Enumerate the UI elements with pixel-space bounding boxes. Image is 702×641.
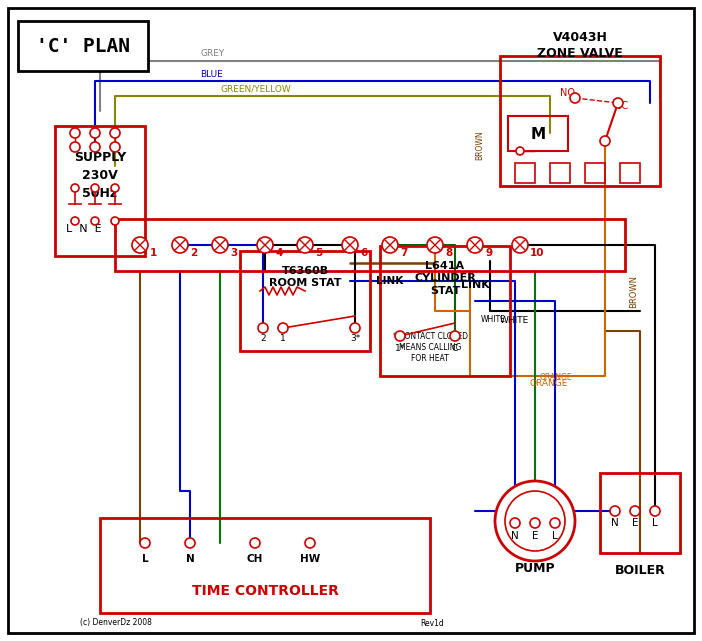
Circle shape — [570, 93, 580, 103]
Text: BOILER: BOILER — [615, 565, 665, 578]
Text: BROWN: BROWN — [629, 274, 638, 308]
Text: LINK: LINK — [376, 276, 404, 286]
Circle shape — [530, 518, 540, 528]
Text: GREEN/YELLOW: GREEN/YELLOW — [220, 84, 291, 93]
Circle shape — [258, 323, 268, 333]
Text: GREY: GREY — [200, 49, 224, 58]
Text: N: N — [511, 531, 519, 541]
Text: C: C — [602, 138, 609, 148]
Circle shape — [132, 237, 148, 253]
Circle shape — [91, 184, 99, 192]
Text: N: N — [185, 554, 194, 564]
Circle shape — [350, 323, 360, 333]
Text: L: L — [552, 531, 558, 541]
Circle shape — [610, 506, 620, 516]
Text: L: L — [652, 518, 658, 528]
Text: SUPPLY
230V
50Hz: SUPPLY 230V 50Hz — [74, 151, 126, 200]
Circle shape — [495, 481, 575, 561]
Circle shape — [71, 217, 79, 225]
Text: L: L — [142, 554, 148, 564]
Text: (c) DenverDz 2008: (c) DenverDz 2008 — [80, 619, 152, 628]
Circle shape — [90, 128, 100, 138]
Text: WHITE: WHITE — [500, 316, 529, 325]
Text: Rev1d: Rev1d — [420, 619, 444, 628]
Circle shape — [212, 237, 228, 253]
Text: 'C' PLAN: 'C' PLAN — [36, 37, 130, 56]
Circle shape — [111, 184, 119, 192]
Circle shape — [71, 184, 79, 192]
Circle shape — [382, 237, 398, 253]
Text: 2: 2 — [260, 333, 266, 342]
Text: WHITE: WHITE — [481, 315, 506, 324]
Circle shape — [600, 136, 610, 146]
Text: ORANGE: ORANGE — [530, 379, 569, 388]
Circle shape — [450, 331, 460, 341]
Circle shape — [110, 128, 120, 138]
Text: 10: 10 — [530, 248, 545, 258]
Text: T6360B
ROOM STAT: T6360B ROOM STAT — [269, 266, 341, 288]
Text: N: N — [611, 518, 619, 528]
Circle shape — [505, 491, 565, 551]
Text: 9: 9 — [485, 248, 492, 258]
Text: 1*: 1* — [395, 344, 405, 353]
Text: M: M — [531, 126, 545, 142]
Text: C: C — [452, 344, 458, 353]
Text: 3*: 3* — [350, 333, 360, 342]
Text: 1: 1 — [150, 248, 157, 258]
Text: BROWN: BROWN — [475, 130, 484, 160]
Circle shape — [70, 142, 80, 152]
Circle shape — [650, 506, 660, 516]
Circle shape — [342, 237, 358, 253]
Circle shape — [305, 538, 315, 548]
Text: HW: HW — [300, 554, 320, 564]
Circle shape — [512, 237, 528, 253]
Circle shape — [550, 518, 560, 528]
Circle shape — [172, 237, 188, 253]
Circle shape — [140, 538, 150, 548]
Text: 1: 1 — [280, 333, 286, 342]
Text: BLUE: BLUE — [200, 70, 223, 79]
Text: 4: 4 — [275, 248, 282, 258]
Text: 2: 2 — [190, 248, 197, 258]
Circle shape — [516, 147, 524, 155]
Circle shape — [70, 128, 80, 138]
Circle shape — [250, 538, 260, 548]
Circle shape — [510, 518, 520, 528]
Text: LINK: LINK — [461, 280, 489, 290]
Text: E: E — [531, 531, 538, 541]
Text: 8: 8 — [445, 248, 452, 258]
Text: L  N  E: L N E — [66, 224, 102, 234]
Circle shape — [91, 217, 99, 225]
Text: NC: NC — [614, 101, 628, 111]
Circle shape — [427, 237, 443, 253]
Circle shape — [630, 506, 640, 516]
Text: 7: 7 — [400, 248, 407, 258]
Circle shape — [185, 538, 195, 548]
Text: V4043H
ZONE VALVE: V4043H ZONE VALVE — [537, 31, 623, 60]
Circle shape — [278, 323, 288, 333]
Text: ORANGE: ORANGE — [540, 373, 573, 382]
Circle shape — [90, 142, 100, 152]
Text: TIME CONTROLLER: TIME CONTROLLER — [192, 584, 338, 598]
Text: 3: 3 — [230, 248, 237, 258]
Circle shape — [257, 237, 273, 253]
Text: 6: 6 — [360, 248, 367, 258]
Text: NO: NO — [560, 88, 575, 98]
Text: L641A
CYLINDER
STAT: L641A CYLINDER STAT — [414, 261, 476, 296]
Circle shape — [110, 142, 120, 152]
Circle shape — [395, 331, 405, 341]
Text: PUMP: PUMP — [515, 563, 555, 576]
Circle shape — [297, 237, 313, 253]
Text: 5: 5 — [315, 248, 322, 258]
Circle shape — [467, 237, 483, 253]
Text: CH: CH — [247, 554, 263, 564]
Text: * CONTACT CLOSED
MEANS CALLING
FOR HEAT: * CONTACT CLOSED MEANS CALLING FOR HEAT — [392, 332, 468, 363]
Text: E: E — [632, 518, 638, 528]
Circle shape — [613, 98, 623, 108]
FancyBboxPatch shape — [18, 21, 148, 71]
Circle shape — [111, 217, 119, 225]
